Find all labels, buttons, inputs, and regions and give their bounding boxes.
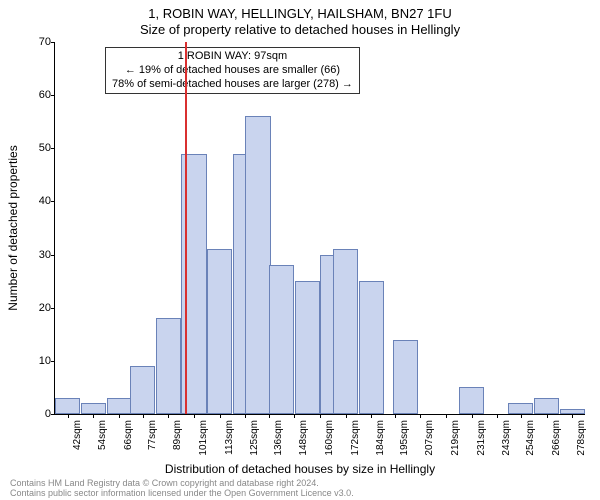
- y-tick-label: 20: [17, 302, 51, 314]
- plot-area: 1 ROBIN WAY: 97sqm ← 19% of detached hou…: [54, 42, 585, 415]
- annotation-line1: 1 ROBIN WAY: 97sqm: [112, 50, 353, 64]
- x-tick-mark: [346, 414, 347, 418]
- x-tick-mark: [420, 414, 421, 418]
- y-tick-mark: [51, 255, 55, 256]
- x-tick-mark: [68, 414, 69, 418]
- x-tick-mark: [220, 414, 221, 418]
- annotation-line3: 78% of semi-detached houses are larger (…: [112, 78, 353, 92]
- y-tick-label: 30: [17, 249, 51, 261]
- histogram-bar: [107, 398, 132, 414]
- chart-container: 1, ROBIN WAY, HELLINGLY, HAILSHAM, BN27 …: [0, 0, 600, 500]
- histogram-bar: [393, 340, 418, 414]
- y-tick-label: 10: [17, 355, 51, 367]
- y-tick-mark: [51, 361, 55, 362]
- annotation-box: 1 ROBIN WAY: 97sqm ← 19% of detached hou…: [105, 47, 360, 94]
- y-tick-mark: [51, 201, 55, 202]
- histogram-bar: [534, 398, 559, 414]
- x-tick-mark: [320, 414, 321, 418]
- x-tick-mark: [521, 414, 522, 418]
- x-tick-mark: [497, 414, 498, 418]
- x-tick-mark: [269, 414, 270, 418]
- x-tick-mark: [119, 414, 120, 418]
- y-axis-label: Number of detached properties: [6, 145, 20, 310]
- y-tick-mark: [51, 148, 55, 149]
- y-tick-label: 60: [17, 89, 51, 101]
- histogram-bar: [459, 387, 484, 414]
- histogram-bar: [130, 366, 155, 414]
- x-tick-mark: [168, 414, 169, 418]
- y-tick-label: 40: [17, 195, 51, 207]
- x-tick-mark: [93, 414, 94, 418]
- y-tick-mark: [51, 42, 55, 43]
- x-tick-mark: [446, 414, 447, 418]
- x-tick-mark: [572, 414, 573, 418]
- histogram-bar: [333, 249, 358, 414]
- histogram-bar: [508, 403, 533, 414]
- histogram-bar: [245, 116, 270, 414]
- x-axis-label: Distribution of detached houses by size …: [0, 462, 600, 476]
- histogram-bar: [359, 281, 384, 414]
- x-tick-mark: [294, 414, 295, 418]
- y-tick-label: 50: [17, 142, 51, 154]
- y-tick-label: 0: [17, 408, 51, 420]
- histogram-bar: [207, 249, 232, 414]
- y-tick-mark: [51, 414, 55, 415]
- y-tick-mark: [51, 95, 55, 96]
- footer-line2: Contains public sector information licen…: [10, 489, 354, 499]
- x-tick-mark: [395, 414, 396, 418]
- histogram-bar: [55, 398, 80, 414]
- x-tick-mark: [547, 414, 548, 418]
- chart-title-line1: 1, ROBIN WAY, HELLINGLY, HAILSHAM, BN27 …: [0, 6, 600, 21]
- x-tick-mark: [194, 414, 195, 418]
- histogram-bar: [295, 281, 320, 414]
- x-tick-mark: [472, 414, 473, 418]
- y-tick-label: 70: [17, 36, 51, 48]
- footer-attribution: Contains HM Land Registry data © Crown c…: [10, 479, 354, 499]
- chart-title-line2: Size of property relative to detached ho…: [0, 22, 600, 37]
- histogram-bar: [156, 318, 181, 414]
- x-tick-mark: [143, 414, 144, 418]
- y-tick-mark: [51, 308, 55, 309]
- x-tick-mark: [245, 414, 246, 418]
- histogram-bar: [81, 403, 106, 414]
- x-tick-mark: [371, 414, 372, 418]
- histogram-bar: [269, 265, 294, 414]
- annotation-line2: ← 19% of detached houses are smaller (66…: [112, 64, 353, 78]
- reference-line: [185, 42, 187, 414]
